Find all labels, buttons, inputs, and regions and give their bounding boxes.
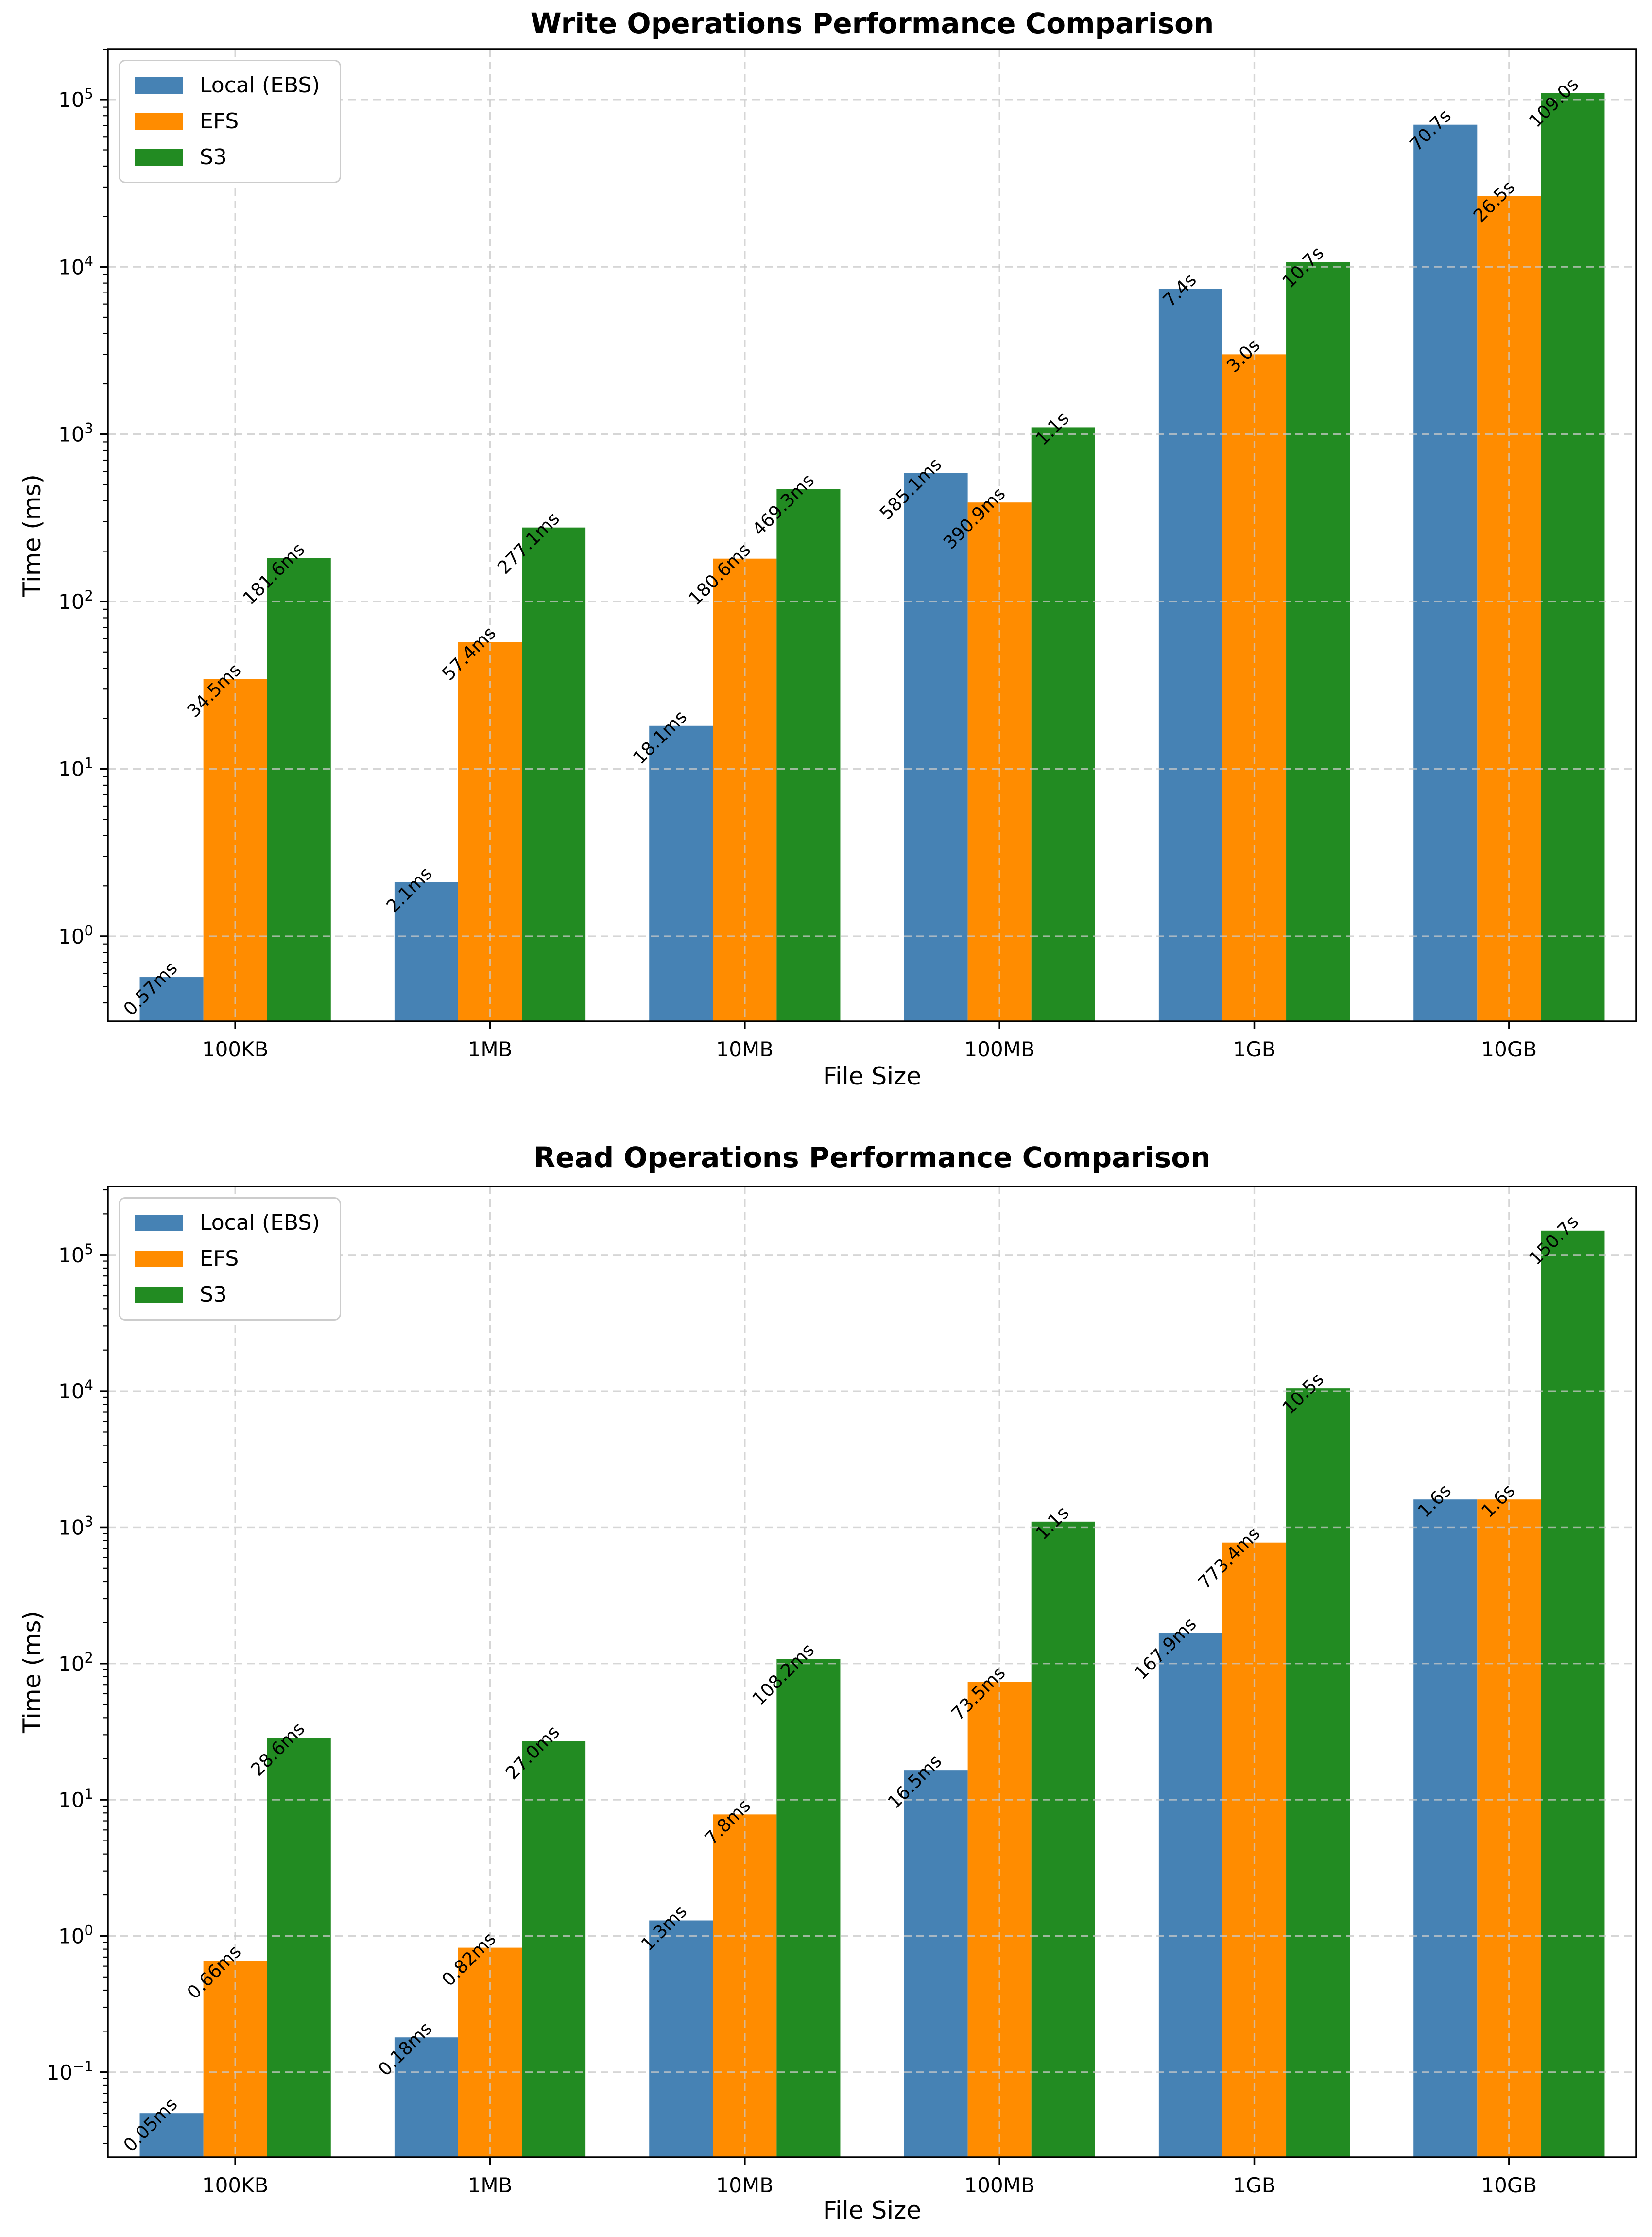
x-tick-label: 100MB (964, 1037, 1035, 1061)
y-tick-label: 100 (58, 922, 93, 948)
bar-s3-10mb (776, 1659, 841, 2157)
legend-label: EFS (200, 109, 239, 134)
x-tick-label: 1MB (468, 2173, 513, 2197)
x-tick-label: 10GB (1481, 2173, 1537, 2197)
y-tick-label: 103 (58, 420, 93, 447)
legend-item-local-ebs: Local (EBS) (135, 1211, 320, 1235)
legend-item-s3: S3 (135, 1283, 320, 1307)
x-tick-label: 1GB (1233, 1037, 1275, 1061)
bar-s3-10gb (1541, 93, 1605, 1021)
bar-local-ebs-1gb (1158, 1633, 1222, 2157)
read-chart-xlabel: File Size (823, 2196, 922, 2224)
legend-item-s3: S3 (135, 146, 320, 169)
read-operations-chart: 10−1 100 101 102 103 104 105 100KB 1MB 10MB 100MB 1… (47, 1186, 1637, 2197)
y-tick-label: 102 (58, 587, 93, 614)
bar-local-ebs-100mb (904, 1770, 968, 2157)
y-tick-label: 103 (58, 1513, 93, 1539)
read-chart-legend: Local (EBS) EFS S3 (119, 1197, 341, 1321)
write-chart-xlabel: File Size (823, 1062, 922, 1090)
bar-local-ebs-10gb (1413, 1499, 1478, 2157)
bar-local-ebs-100kb (139, 2113, 204, 2157)
legend-swatch-s3 (135, 149, 183, 166)
y-tick-label: 101 (58, 755, 93, 781)
bar-s3-1mb (522, 527, 586, 1021)
write-chart-title: Write Operations Performance Comparison (530, 7, 1214, 40)
x-tick-label: 100KB (202, 2173, 269, 2197)
bar-local-ebs-100kb (139, 977, 204, 1021)
legend-swatch-efs (135, 1251, 183, 1267)
legend-item-local-ebs: Local (EBS) (135, 74, 320, 97)
read-chart-ylabel: Time (ms) (18, 1610, 46, 1734)
y-tick-label: 105 (58, 1241, 93, 1267)
legend-swatch-local-ebs (135, 1215, 183, 1231)
legend-label: EFS (200, 1246, 239, 1271)
y-tick-label: 105 (58, 86, 93, 112)
bar-s3-100kb (267, 558, 331, 1021)
x-tick-label: 100KB (202, 1037, 269, 1061)
bar-s3-100kb (267, 1738, 331, 2157)
y-tick-label: 100 (58, 1922, 93, 1948)
legend-label: S3 (200, 1282, 227, 1307)
legend-item-efs: EFS (135, 110, 320, 133)
y-tick-label: 10−1 (47, 2058, 93, 2084)
write-chart-ylabel: Time (ms) (18, 474, 46, 597)
bar-s3-10gb (1541, 1230, 1605, 2157)
x-tick-label: 10MB (716, 2173, 774, 2197)
bar-local-ebs-1mb (394, 882, 458, 1021)
y-tick-label: 104 (58, 253, 93, 279)
legend-label: Local (EBS) (200, 73, 320, 98)
bar-efs-1mb (458, 642, 522, 1021)
legend-item-efs: EFS (135, 1247, 320, 1271)
legend-swatch-local-ebs (135, 77, 183, 94)
bar-local-ebs-10mb (649, 1920, 713, 2157)
y-tick-label: 101 (58, 1786, 93, 1812)
bar-local-ebs-100mb (904, 473, 968, 1021)
read-chart-title: Read Operations Performance Comparison (533, 1141, 1211, 1174)
plot-border (107, 48, 1637, 1022)
bar-local-ebs-1gb (1158, 289, 1222, 1021)
x-tick-label: 10MB (716, 1037, 774, 1061)
legend-label: Local (EBS) (200, 1210, 320, 1235)
bar-s3-1mb (522, 1741, 586, 2157)
x-tick-label: 1MB (468, 1037, 513, 1061)
write-chart-legend: Local (EBS) EFS S3 (119, 60, 341, 183)
legend-swatch-s3 (135, 1287, 183, 1303)
bar-local-ebs-10mb (649, 725, 713, 1021)
bar-s3-100mb (1031, 1521, 1095, 2157)
x-tick-label: 1GB (1233, 2173, 1275, 2197)
legend-swatch-efs (135, 113, 183, 130)
bar-s3-10mb (776, 489, 841, 1021)
bar-local-ebs-10gb (1413, 124, 1478, 1021)
bar-s3-100mb (1031, 427, 1095, 1021)
write-operations-chart: 100 101 102 103 104 105 100KB 1MB 10MB 100MB 1GB 10… (58, 48, 1637, 1061)
x-tick-label: 100MB (964, 2173, 1035, 2197)
bar-s3-1gb (1286, 1388, 1350, 2157)
bar-s3-1gb (1286, 262, 1350, 1022)
legend-label: S3 (200, 145, 227, 170)
y-tick-label: 102 (58, 1650, 93, 1676)
y-tick-label: 104 (58, 1377, 93, 1403)
plot-border (107, 1186, 1637, 2158)
bar-local-ebs-1mb (394, 2037, 458, 2157)
x-tick-label: 10GB (1481, 1037, 1537, 1061)
